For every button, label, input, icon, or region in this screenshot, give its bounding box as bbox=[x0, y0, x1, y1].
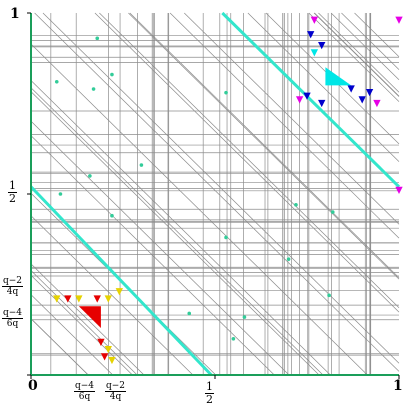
x-label-q4-num: q−4 bbox=[74, 381, 96, 392]
diagonal-line bbox=[330, 12, 400, 81]
marker-dot bbox=[242, 315, 247, 319]
y-label-half-num: 1 bbox=[8, 179, 17, 193]
diagonal-line bbox=[30, 43, 368, 376]
diagonal-line bbox=[354, 12, 400, 57]
cyan-region bbox=[325, 67, 352, 86]
blue-region bbox=[303, 92, 311, 100]
y-label-q4-num: q−4 bbox=[2, 308, 24, 319]
line-arrangement bbox=[30, 12, 400, 376]
yellow-region bbox=[104, 295, 112, 303]
colored-regions bbox=[53, 16, 403, 365]
diagonal-line bbox=[42, 12, 400, 364]
red-region bbox=[64, 295, 72, 303]
marker-dot bbox=[139, 163, 144, 167]
magenta-region bbox=[395, 16, 403, 24]
diagonal-line bbox=[30, 87, 324, 376]
axes bbox=[27, 12, 400, 379]
yellow-region bbox=[75, 295, 83, 303]
yellow-region bbox=[115, 288, 123, 296]
y-label-half: 1 2 bbox=[8, 180, 17, 205]
diagonal-line bbox=[30, 80, 331, 376]
y-label-one: 1 bbox=[10, 6, 20, 22]
x-label-zero: 0 bbox=[28, 378, 38, 394]
diagonal-line bbox=[30, 294, 113, 376]
marker-dot bbox=[54, 79, 59, 84]
y-label-q2-den: 4q bbox=[6, 287, 19, 297]
diagonal-line bbox=[169, 12, 400, 239]
diagonal-line bbox=[30, 263, 145, 376]
y-label-q2-4q: q−2 4q bbox=[2, 276, 24, 297]
diagonal-line bbox=[30, 120, 290, 376]
diagonal-line bbox=[99, 12, 400, 308]
diagonal-line bbox=[341, 12, 400, 70]
x-label-one: 1 bbox=[393, 378, 403, 394]
red-region bbox=[100, 353, 109, 361]
marker-dot bbox=[58, 192, 63, 196]
diagonal-band bbox=[29, 185, 213, 377]
x-label-half-den: 2 bbox=[206, 393, 213, 406]
cyan-region bbox=[310, 49, 319, 57]
x-label-q4-den: 6q bbox=[78, 392, 91, 402]
marker-dots bbox=[54, 36, 335, 341]
diagonal-line bbox=[30, 318, 89, 376]
x-label-q4-6q: q−4 6q bbox=[74, 381, 96, 402]
red-region bbox=[97, 338, 105, 347]
blue-region bbox=[318, 41, 326, 50]
marker-dot bbox=[224, 235, 228, 240]
marker-dot bbox=[286, 257, 291, 261]
marker-dot bbox=[187, 311, 192, 316]
diagonal-line bbox=[30, 135, 275, 376]
marker-dot bbox=[224, 90, 228, 95]
marker-dot bbox=[231, 337, 236, 341]
diagonal-band bbox=[221, 11, 401, 188]
diagonal-line bbox=[30, 91, 320, 376]
x-label-q2-4q: q−2 4q bbox=[105, 381, 127, 402]
x-label-half: 1 2 bbox=[205, 381, 214, 406]
yellow-region bbox=[53, 295, 61, 303]
x-label-half-num: 1 bbox=[205, 380, 214, 394]
diagonal-line bbox=[30, 215, 194, 376]
diagonal-line bbox=[94, 12, 400, 313]
blue-region bbox=[347, 85, 355, 93]
y-label-half-den: 2 bbox=[9, 192, 16, 205]
y-label-q2-num: q−2 bbox=[2, 276, 24, 287]
diagonal-line bbox=[30, 274, 133, 376]
marker-dot bbox=[330, 210, 335, 214]
diagonal-line bbox=[308, 12, 400, 102]
diagonal-line bbox=[318, 12, 400, 93]
blue-region bbox=[358, 96, 366, 104]
marker-dot bbox=[88, 174, 92, 178]
marker-dot bbox=[110, 72, 114, 77]
marker-dot bbox=[294, 203, 298, 207]
x-label-q2-num: q−2 bbox=[105, 381, 127, 392]
diagonal-line bbox=[34, 12, 400, 372]
blue-region bbox=[318, 99, 326, 108]
marker-dot bbox=[110, 213, 114, 218]
red-region bbox=[93, 295, 101, 303]
magenta-region bbox=[295, 96, 304, 104]
marker-dot bbox=[95, 36, 100, 41]
y-label-q4-6q: q−4 6q bbox=[2, 308, 24, 329]
yellow-region bbox=[108, 356, 116, 365]
blue-region bbox=[365, 89, 374, 97]
diagonal-line bbox=[128, 12, 400, 280]
yellow-region bbox=[104, 346, 112, 354]
diagonal-line bbox=[30, 270, 138, 376]
marker-dot bbox=[91, 87, 96, 91]
y-label-q4-den: 6q bbox=[6, 319, 19, 329]
magenta-region bbox=[395, 186, 403, 194]
x-label-q2-den: 4q bbox=[109, 392, 122, 402]
diagonal-line bbox=[247, 12, 400, 162]
magenta-region bbox=[310, 16, 319, 24]
diagonal-bands bbox=[29, 11, 401, 377]
diagonal-line bbox=[129, 12, 400, 278]
magenta-region bbox=[373, 99, 381, 108]
diagonal-line bbox=[184, 12, 400, 225]
marker-dot bbox=[327, 293, 331, 298]
red-region bbox=[78, 306, 101, 328]
diagonal-line bbox=[314, 12, 400, 97]
blue-region bbox=[307, 31, 315, 39]
